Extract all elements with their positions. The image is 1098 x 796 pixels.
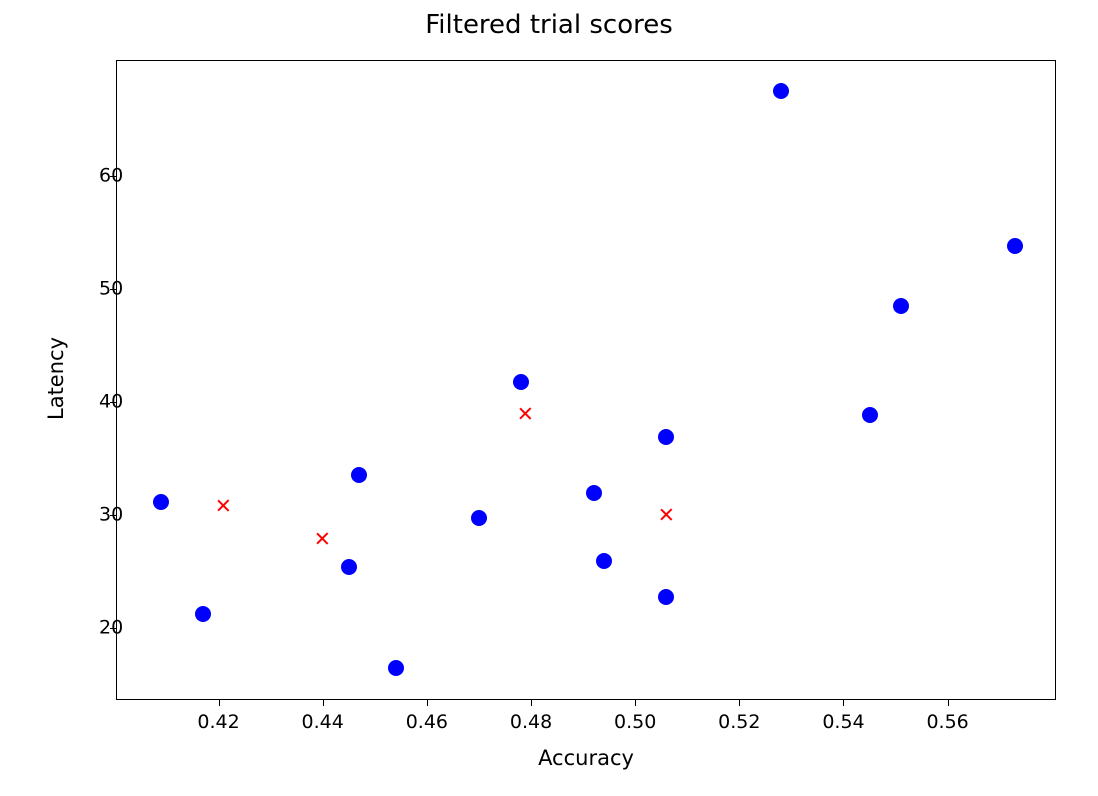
data-point-circle — [388, 660, 404, 676]
data-point-x — [315, 531, 330, 546]
x-tick-label: 0.56 — [926, 713, 968, 732]
x-tick-label: 0.42 — [197, 713, 239, 732]
x-tick-mark — [948, 699, 949, 706]
data-point-circle — [658, 429, 674, 445]
y-tick-label: 50 — [99, 280, 117, 299]
plot-area: 0.420.440.460.480.500.520.540.5620304050… — [116, 60, 1056, 700]
data-point-circle — [341, 559, 357, 575]
data-point-circle — [893, 298, 909, 314]
x-tick-mark — [427, 699, 428, 706]
x-tick-mark — [219, 699, 220, 706]
y-axis-label: Latency — [44, 337, 68, 420]
data-point-circle — [773, 83, 789, 99]
x-tick-label: 0.46 — [406, 713, 448, 732]
chart-title: Filtered trial scores — [0, 10, 1098, 40]
data-point-circle — [596, 553, 612, 569]
y-tick-label: 60 — [99, 167, 117, 186]
x-tick-mark — [843, 699, 844, 706]
scatter-figure: Filtered trial scores 0.420.440.460.480.… — [0, 0, 1098, 796]
data-point-x — [659, 507, 674, 522]
data-point-circle — [195, 606, 211, 622]
y-tick-label: 30 — [99, 505, 117, 524]
x-tick-label: 0.50 — [614, 713, 656, 732]
x-tick-label: 0.54 — [822, 713, 864, 732]
data-point-x — [518, 406, 533, 421]
x-tick-mark — [531, 699, 532, 706]
y-tick-label: 40 — [99, 392, 117, 411]
data-point-circle — [351, 467, 367, 483]
data-point-circle — [513, 374, 529, 390]
x-tick-label: 0.52 — [718, 713, 760, 732]
data-point-circle — [1007, 238, 1023, 254]
data-point-circle — [586, 485, 602, 501]
x-tick-label: 0.44 — [302, 713, 344, 732]
data-point-circle — [471, 510, 487, 526]
data-point-circle — [862, 407, 878, 423]
data-point-circle — [153, 494, 169, 510]
x-tick-label: 0.48 — [510, 713, 552, 732]
x-tick-mark — [323, 699, 324, 706]
data-point-circle — [658, 589, 674, 605]
x-tick-mark — [739, 699, 740, 706]
x-axis-label: Accuracy — [116, 746, 1056, 770]
x-tick-mark — [635, 699, 636, 706]
y-tick-label: 20 — [99, 618, 117, 637]
data-point-x — [216, 498, 231, 513]
